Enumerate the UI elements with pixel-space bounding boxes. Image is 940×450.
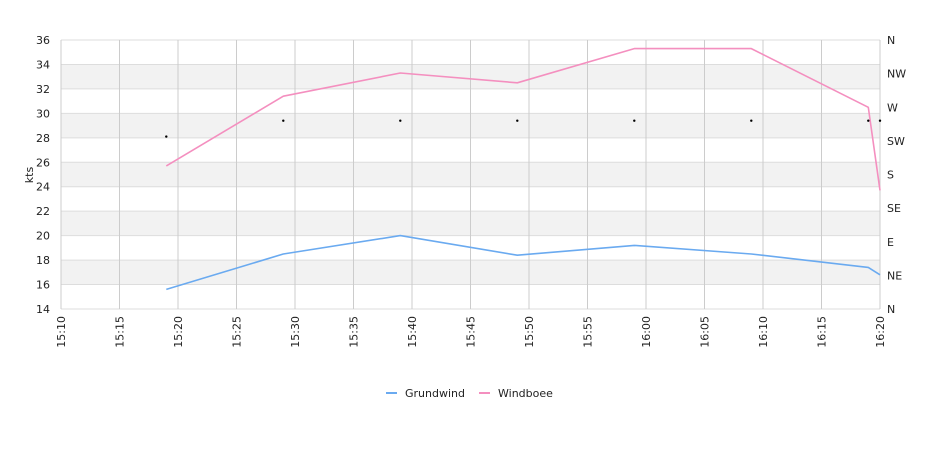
x-axis-tick-labels: 15:10 15:15 15:20 15:25 15:30 15:35 15:40 15:45…: [55, 316, 887, 348]
y-axis-title: kts: [23, 167, 36, 184]
y-tick-label: 18: [36, 254, 50, 267]
x-tick-label: 15:20: [172, 316, 185, 348]
vertical-gridlines: [60, 40, 881, 309]
y-tick-label: 22: [36, 205, 50, 218]
x-tick-label: 15:40: [406, 316, 419, 348]
x-tick-label: 15:35: [348, 316, 361, 348]
right-axis-label: W: [887, 101, 898, 114]
y-tick-label: 28: [36, 132, 50, 145]
legend-label: Windboee: [498, 387, 553, 400]
direction-marker: [878, 119, 882, 122]
right-axis-label: S: [887, 169, 894, 182]
series-line-grundwind: [166, 234, 881, 291]
y-axis-tick-labels: 14 16 18 20 22 24 26 28 30 32 34 36: [36, 34, 50, 316]
x-tick-label: 15:10: [55, 316, 68, 348]
y-tick-label: 34: [36, 58, 50, 71]
series-line-windboee: [165, 47, 881, 191]
x-tick-label: 15:55: [582, 316, 595, 348]
right-axis-label: NE: [887, 269, 902, 282]
direction-marker: [633, 119, 636, 122]
y-tick-label: 24: [36, 181, 50, 194]
direction-marker: [399, 119, 402, 122]
x-tick-label: 15:45: [465, 316, 478, 348]
x-tick-label: 15:30: [289, 316, 302, 348]
right-axis-label: SE: [887, 202, 901, 215]
right-axis-label: N: [887, 34, 895, 47]
x-tick-label: 16:00: [640, 316, 653, 348]
series-lines: [165, 47, 881, 291]
right-axis-label: E: [887, 236, 894, 249]
direction-marker: [867, 119, 870, 122]
right-axis-label: NW: [887, 68, 906, 81]
y-tick-label: 26: [36, 156, 50, 169]
right-axis-direction-labels: N NE E SE S SW W NW N: [887, 34, 906, 316]
x-tick-label: 16:10: [757, 316, 770, 348]
y-tick-label: 32: [36, 83, 50, 96]
y-tick-label: 16: [36, 279, 50, 292]
y-tick-label: 14: [36, 303, 50, 316]
legend-label: Grundwind: [405, 387, 465, 400]
x-tick-label: 16:15: [816, 316, 829, 348]
x-tick-label: 15:50: [523, 316, 536, 348]
x-tick-label: 16:20: [874, 316, 887, 348]
right-axis-label: SW: [887, 135, 905, 148]
direction-marker: [516, 119, 519, 122]
direction-markers: [165, 119, 882, 138]
direction-marker: [282, 119, 285, 122]
y-tick-label: 36: [36, 34, 50, 47]
right-axis-label: N: [887, 303, 895, 316]
y-tick-label: 20: [36, 230, 50, 243]
y-tick-label: 30: [36, 107, 50, 120]
x-tick-label: 15:15: [114, 316, 127, 348]
direction-marker: [165, 135, 168, 138]
x-tick-label: 16:05: [699, 316, 712, 348]
x-tick-label: 15:25: [231, 316, 244, 348]
legend: Grundwind Windboee: [386, 387, 553, 400]
direction-marker: [750, 119, 753, 122]
